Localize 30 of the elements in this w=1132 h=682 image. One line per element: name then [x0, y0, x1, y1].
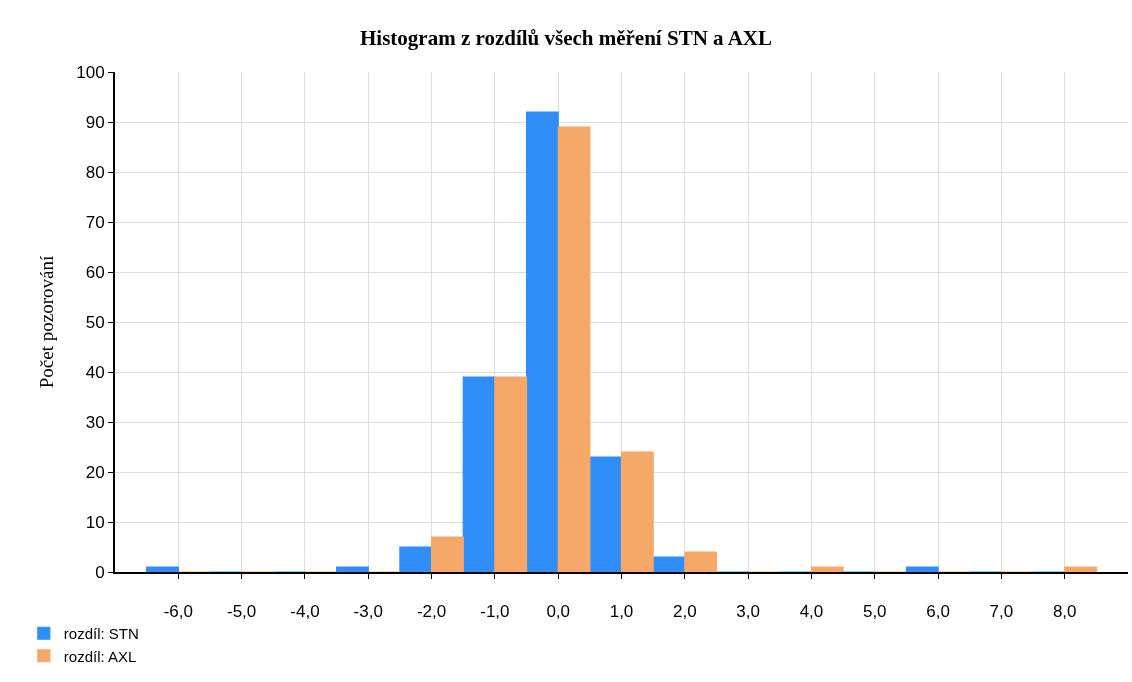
x-tick-label: 2,0 — [672, 602, 697, 622]
y-tick-label: 90 — [85, 112, 105, 132]
y-tick-label: 20 — [85, 462, 105, 482]
x-tick-label: 8,0 — [1052, 602, 1077, 622]
x-tick-label: 3,0 — [736, 602, 760, 622]
y-tick-label: 50 — [85, 312, 105, 332]
legend-label: rozdíl: STN — [63, 625, 139, 643]
x-tick-label: 0,0 — [546, 602, 571, 622]
x-tick-label: 5,0 — [862, 602, 887, 622]
y-tick-label: 60 — [85, 262, 105, 282]
y-tick-label: 0 — [95, 562, 105, 582]
chart-title: Histogram z rozdílů všech měření STN a AXL — [359, 26, 773, 51]
x-tick-label: 1,0 — [609, 602, 634, 622]
x-tick-label: -4,0 — [290, 602, 320, 622]
x-tick-label: -1,0 — [480, 602, 510, 622]
y-tick-label: 100 — [76, 62, 105, 82]
y-tick-label: 80 — [85, 162, 105, 182]
x-tick-label: 6,0 — [926, 602, 950, 622]
y-tick-label: 40 — [85, 362, 105, 382]
y-tick-label: 10 — [85, 512, 105, 532]
x-tick-label: 7,0 — [989, 602, 1014, 622]
legend-label: rozdíl: AXL — [63, 647, 137, 665]
x-tick-label: 4,0 — [799, 602, 824, 622]
y-axis-title: Počet pozorování — [35, 255, 57, 389]
x-tick-label: -2,0 — [416, 602, 447, 622]
x-tick-label: -3,0 — [353, 602, 383, 622]
x-tick-label: -5,0 — [226, 602, 257, 622]
y-tick-label: 70 — [85, 212, 105, 232]
y-tick-label: 30 — [85, 412, 105, 432]
x-tick-label: -6,0 — [163, 602, 193, 622]
